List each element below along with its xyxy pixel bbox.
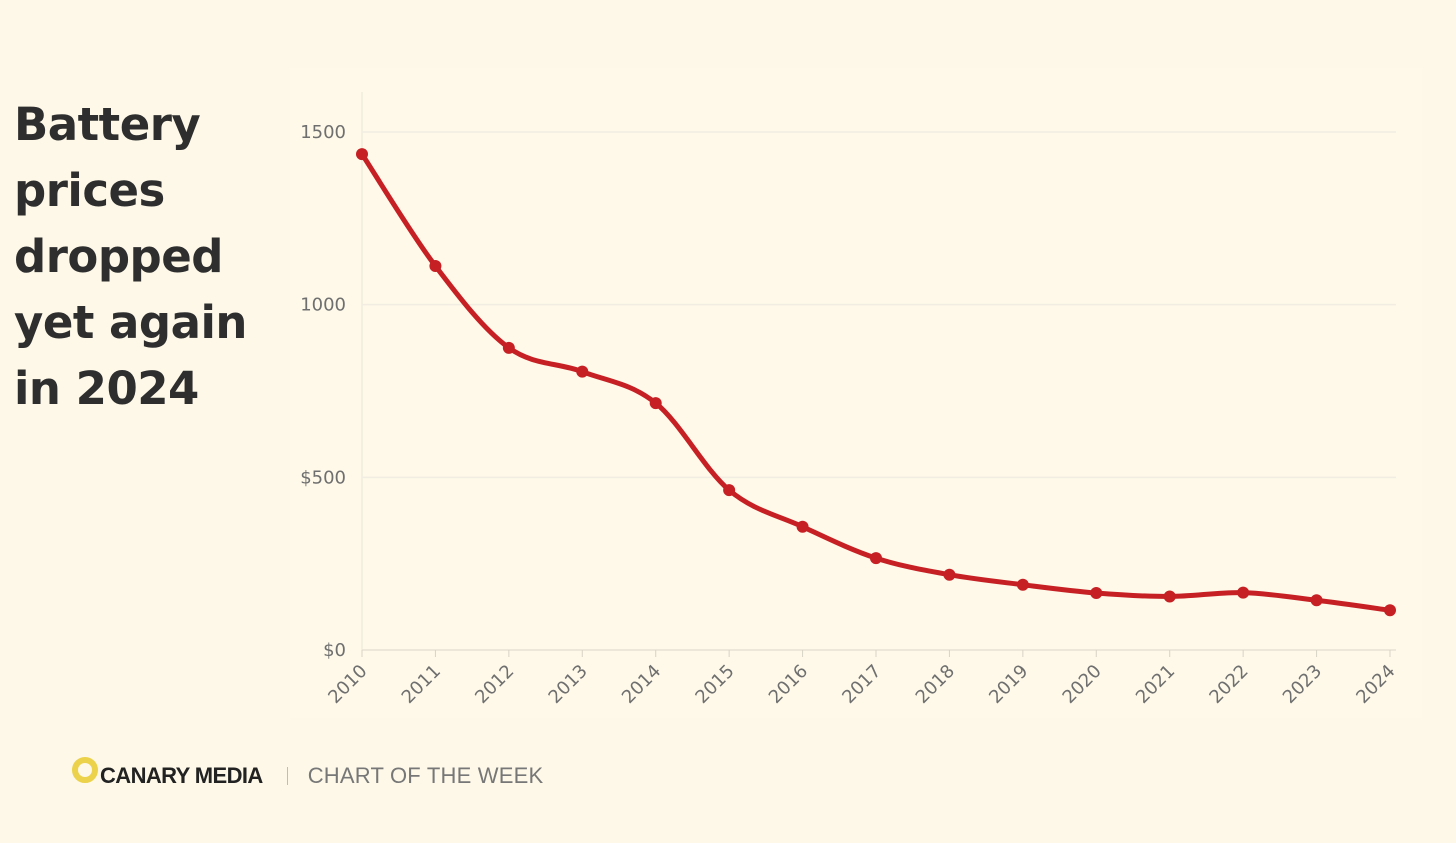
data-point[interactable] bbox=[943, 568, 956, 581]
gridlines bbox=[361, 92, 1396, 651]
data-point[interactable] bbox=[1310, 594, 1323, 607]
headline-line-3: dropped bbox=[14, 230, 223, 283]
data-point[interactable] bbox=[502, 341, 515, 354]
y-tick-label: $0 bbox=[323, 640, 346, 661]
data-point[interactable] bbox=[1090, 587, 1103, 600]
data-point[interactable] bbox=[796, 520, 809, 533]
data-point[interactable] bbox=[870, 552, 882, 565]
data-point[interactable] bbox=[576, 365, 589, 378]
footer: CANARY MEDIA CHART OF THE WEEK bbox=[72, 756, 543, 796]
brand-name[interactable]: CANARY MEDIA bbox=[100, 763, 263, 788]
headline: Battery prices dropped yet again in 2024 bbox=[14, 92, 264, 422]
y-tick-label: 1500 bbox=[300, 122, 346, 143]
headline-line-4: yet again bbox=[14, 296, 247, 349]
data-point[interactable] bbox=[1016, 578, 1029, 591]
canary-logo-icon bbox=[72, 757, 98, 783]
y-axis-ticks: 1500 1000 $500 $0 bbox=[300, 122, 346, 661]
data-point[interactable] bbox=[1237, 586, 1250, 599]
data-points bbox=[356, 148, 1396, 617]
footer-divider bbox=[286, 767, 288, 785]
y-tick-label: 1000 bbox=[300, 295, 346, 316]
headline-line-2: prices bbox=[14, 164, 165, 217]
headline-line-1: Battery bbox=[14, 98, 201, 151]
series-name: CHART OF THE WEEK bbox=[307, 763, 544, 788]
data-point[interactable] bbox=[1163, 590, 1176, 603]
y-tick-label: $500 bbox=[300, 467, 346, 488]
data-point[interactable] bbox=[429, 259, 442, 272]
plot-panel bbox=[290, 68, 1422, 718]
data-point[interactable] bbox=[723, 484, 736, 497]
data-point[interactable] bbox=[1384, 604, 1396, 617]
headline-line-5: in 2024 bbox=[14, 362, 199, 415]
data-point[interactable] bbox=[356, 148, 368, 161]
data-point[interactable] bbox=[649, 397, 662, 410]
